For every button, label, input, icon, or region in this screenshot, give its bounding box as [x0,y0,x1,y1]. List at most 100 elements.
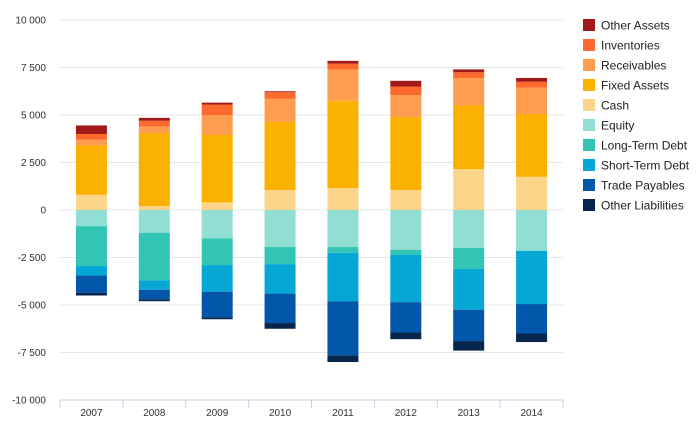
legend-item-short-term-debt[interactable]: Short-Term Debt [583,159,690,173]
bar-other-assets-2009[interactable] [201,102,233,105]
bar-cash-2007[interactable] [75,194,107,210]
bar-receivables-2011[interactable] [327,69,359,101]
bar-fixed-assets-2013[interactable] [453,105,485,170]
legend-swatch [583,99,595,111]
legend-swatch [583,139,595,151]
bar-receivables-2008[interactable] [138,126,170,134]
bar-inventories-2007[interactable] [75,134,107,140]
bar-inventories-2010[interactable] [264,92,296,99]
x-tick-label: 2009 [206,408,229,419]
bar-fixed-assets-2008[interactable] [138,133,170,207]
bar-short-term-debt-2010[interactable] [264,264,296,294]
y-tick-label: 7 500 [21,63,46,74]
bar-equity-2008[interactable] [138,210,170,233]
bar-other-liabilities-2009[interactable] [201,317,233,320]
bar-inventories-2011[interactable] [327,63,359,70]
bar-fixed-assets-2010[interactable] [264,121,296,191]
legend-item-fixed-assets[interactable]: Fixed Assets [583,79,669,93]
bar-trade-payables-2013[interactable] [453,309,485,342]
bar-receivables-2009[interactable] [201,115,233,135]
bar-equity-2010[interactable] [264,210,296,248]
legend-item-equity[interactable]: Equity [583,119,634,133]
bar-receivables-2007[interactable] [75,139,107,146]
bar-short-term-debt-2013[interactable] [453,268,485,310]
bar-other-liabilities-2010[interactable] [264,323,296,329]
y-axis-ticks: 10 000 7 500 5 000 2 500 0 -2 500 -5 000 -7 500… [12,16,46,407]
bar-fixed-assets-2014[interactable] [516,114,548,177]
bar-other-assets-2007[interactable] [75,125,107,134]
bar-other-liabilities-2011[interactable] [327,355,359,362]
legend-label: Short-Term Debt [601,159,690,173]
bar-long-term-debt-2008[interactable] [138,232,170,281]
bar-cash-2009[interactable] [201,202,233,210]
bar-long-term-debt-2009[interactable] [201,238,233,266]
bar-inventories-2012[interactable] [390,86,422,96]
bar-long-term-debt-2011[interactable] [327,247,359,253]
bar-trade-payables-2009[interactable] [201,291,233,318]
bar-long-term-debt-2010[interactable] [264,247,296,265]
bar-trade-payables-2010[interactable] [264,293,296,324]
legend-item-inventories[interactable]: Inventories [583,39,660,53]
bar-other-assets-2012[interactable] [390,80,422,87]
bar-other-liabilities-2008[interactable] [138,299,170,302]
bar-receivables-2012[interactable] [390,95,422,117]
bar-fixed-assets-2012[interactable] [390,116,422,191]
bar-equity-2011[interactable] [327,210,359,248]
legend-item-trade-payables[interactable]: Trade Payables [583,179,685,193]
bar-cash-2008[interactable] [138,206,170,210]
legend-label: Cash [601,99,629,113]
legend-swatch [583,199,595,211]
bar-receivables-2013[interactable] [453,77,485,106]
bar-cash-2010[interactable] [264,190,296,210]
bar-other-assets-2014[interactable] [516,77,548,82]
bar-short-term-debt-2009[interactable] [201,265,233,292]
bar-inventories-2013[interactable] [453,72,485,78]
bar-cash-2011[interactable] [327,188,359,210]
bar-equity-2009[interactable] [201,210,233,239]
bar-short-term-debt-2007[interactable] [75,266,107,276]
bar-other-liabilities-2012[interactable] [390,332,422,340]
bar-fixed-assets-2007[interactable] [75,145,107,195]
bar-receivables-2014[interactable] [516,87,548,115]
bar-equity-2014[interactable] [516,210,548,251]
bar-other-liabilities-2013[interactable] [453,341,485,351]
bar-other-liabilities-2007[interactable] [75,292,107,296]
bar-short-term-debt-2014[interactable] [516,250,548,305]
bar-long-term-debt-2012[interactable] [390,249,422,255]
bar-equity-2007[interactable] [75,210,107,227]
legend-item-other-assets[interactable]: Other Assets [583,19,670,33]
bar-trade-payables-2011[interactable] [327,301,359,356]
bar-receivables-2010[interactable] [264,98,296,122]
legend-swatch [583,159,595,171]
legend-item-long-term-debt[interactable]: Long-Term Debt [583,139,688,153]
bar-other-assets-2013[interactable] [453,69,485,73]
bar-other-liabilities-2014[interactable] [516,333,548,343]
bar-short-term-debt-2012[interactable] [390,254,422,303]
bar-inventories-2008[interactable] [138,120,170,127]
legend-item-receivables[interactable]: Receivables [583,59,666,73]
bar-short-term-debt-2008[interactable] [138,280,170,290]
bar-other-assets-2010[interactable] [264,91,296,93]
bar-cash-2014[interactable] [516,176,548,210]
bar-other-assets-2008[interactable] [138,117,170,121]
bar-trade-payables-2008[interactable] [138,289,170,300]
bar-long-term-debt-2007[interactable] [75,226,107,267]
legend-item-cash[interactable]: Cash [583,99,629,113]
bar-equity-2013[interactable] [453,210,485,248]
bar-inventories-2014[interactable] [516,81,548,88]
legend-swatch [583,79,595,91]
bar-trade-payables-2007[interactable] [75,275,107,293]
legend-item-other-liabilities[interactable]: Other Liabilities [583,199,684,213]
bar-cash-2013[interactable] [453,169,485,210]
bar-trade-payables-2012[interactable] [390,302,422,333]
bar-equity-2012[interactable] [390,210,422,250]
bar-fixed-assets-2009[interactable] [201,134,233,203]
bar-cash-2012[interactable] [390,190,422,210]
bar-short-term-debt-2011[interactable] [327,252,359,302]
bar-long-term-debt-2013[interactable] [453,248,485,269]
bar-trade-payables-2014[interactable] [516,304,548,334]
bar-inventories-2009[interactable] [201,104,233,115]
bar-other-assets-2011[interactable] [327,60,359,64]
bar-fixed-assets-2011[interactable] [327,100,359,189]
